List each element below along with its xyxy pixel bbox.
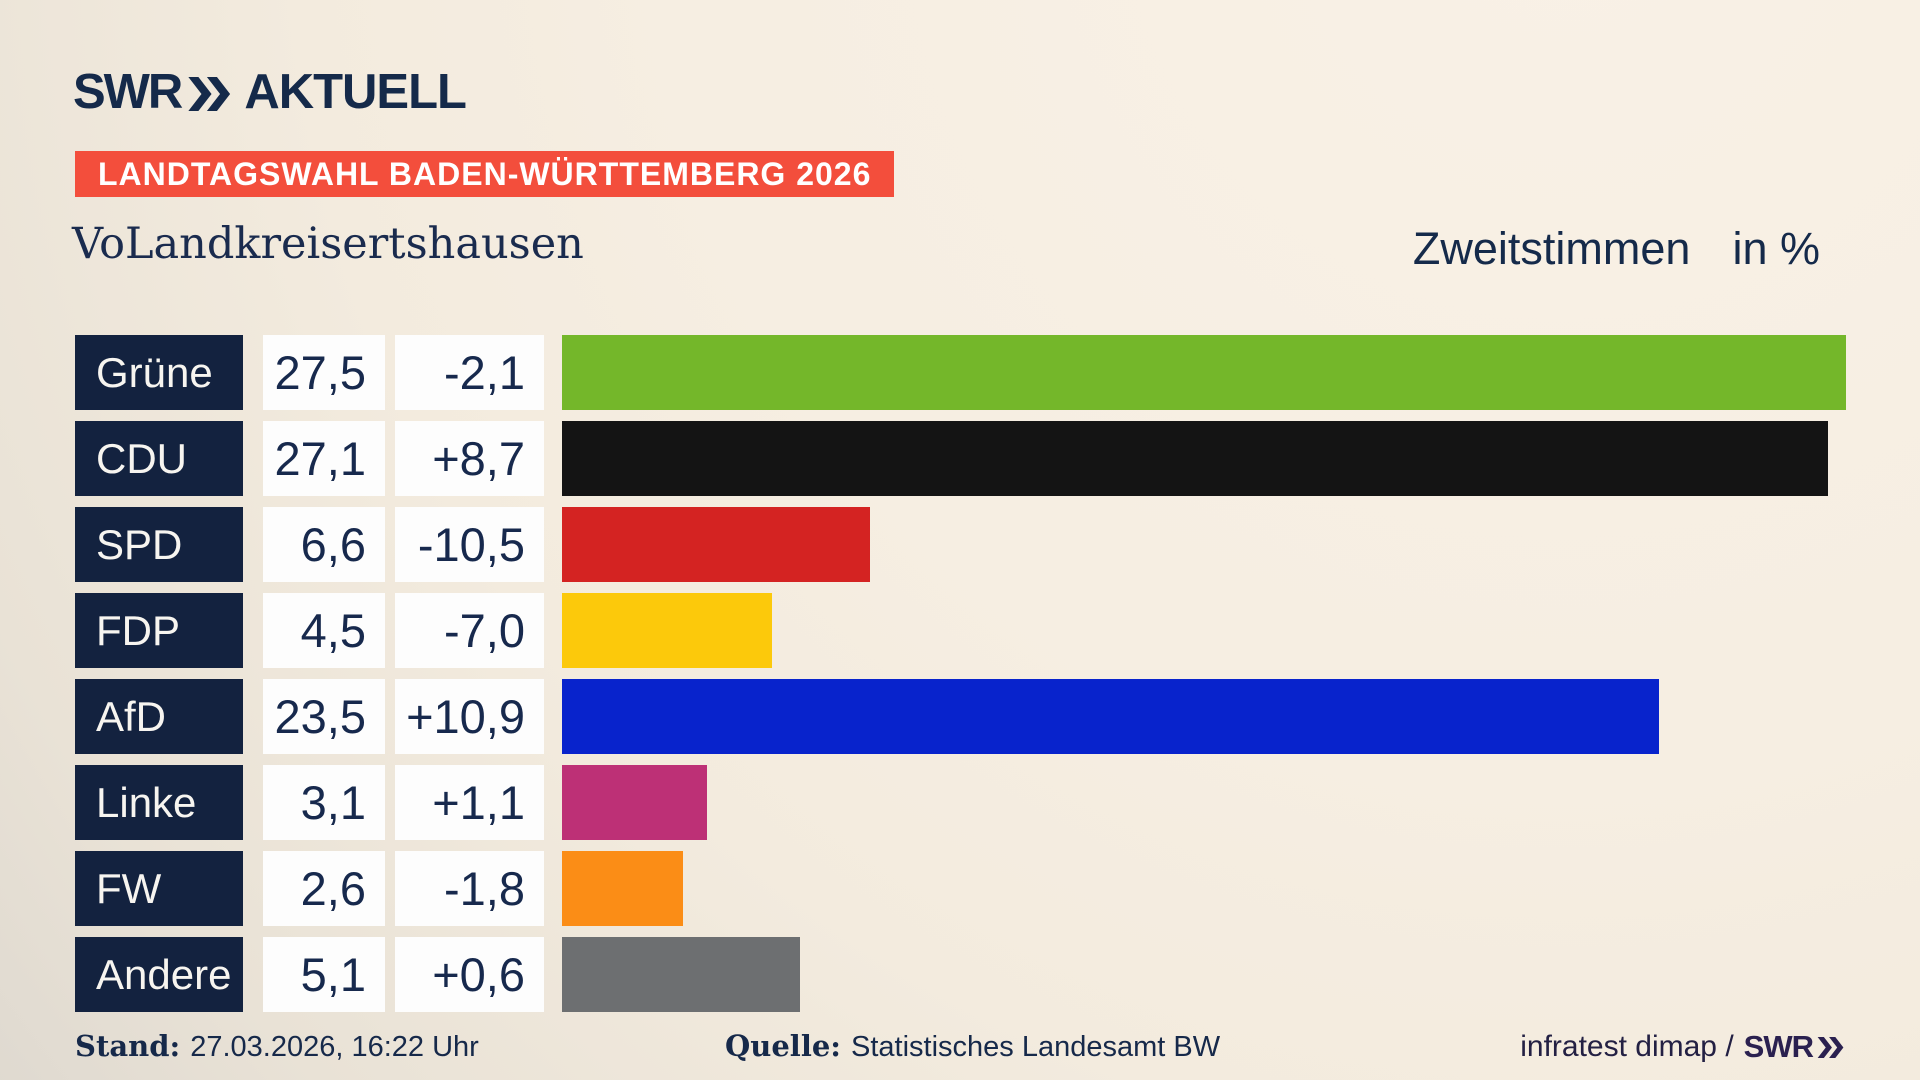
diff-cell: -2,1 — [395, 335, 544, 410]
diff-cell: -1,8 — [395, 851, 544, 926]
stand-info: Stand: 27.03.2026, 16:22 Uhr — [75, 1029, 479, 1064]
bar-track — [562, 421, 1865, 496]
party-label: CDU — [75, 421, 243, 496]
stand-label: Stand: — [75, 1029, 181, 1063]
swr-aktuell-logo: SWR AKTUELL — [73, 64, 467, 120]
diff-cell: -7,0 — [395, 593, 544, 668]
table-row: Grüne 27,5 -2,1 — [75, 335, 1865, 410]
value-cell: 6,6 — [263, 507, 385, 582]
diff-cell: +1,1 — [395, 765, 544, 840]
bar-track — [562, 851, 1865, 926]
result-bar — [562, 937, 801, 1012]
party-label: AfD — [75, 679, 243, 754]
bar-track — [562, 937, 1865, 1012]
table-row: Andere 5,1 +0,6 — [75, 937, 1865, 1012]
party-label: FDP — [75, 593, 243, 668]
credit-info: infratest dimap / SWR — [1520, 1029, 1845, 1065]
result-bar — [562, 765, 707, 840]
value-cell: 2,6 — [263, 851, 385, 926]
value-cell: 4,5 — [263, 593, 385, 668]
party-label: FW — [75, 851, 243, 926]
party-label: Andere — [75, 937, 243, 1012]
credit-text: infratest dimap / — [1520, 1030, 1734, 1063]
result-bar — [562, 851, 684, 926]
table-row: FDP 4,5 -7,0 — [75, 593, 1865, 668]
bar-track — [562, 765, 1865, 840]
result-bar — [562, 507, 871, 582]
party-label: Linke — [75, 765, 243, 840]
value-cell: 3,1 — [263, 765, 385, 840]
bar-track — [562, 335, 1865, 410]
stand-value: 27.03.2026, 16:22 Uhr — [190, 1031, 479, 1063]
party-label: SPD — [75, 507, 243, 582]
result-bar — [562, 679, 1660, 754]
diff-cell: -10,5 — [395, 507, 544, 582]
double-chevron-icon — [188, 76, 231, 111]
bar-track — [562, 507, 1865, 582]
bar-track — [562, 679, 1865, 754]
vote-type-label: Zweitstimmen — [1412, 223, 1691, 274]
table-row: SPD 6,6 -10,5 — [75, 507, 1865, 582]
result-bar — [562, 593, 773, 668]
value-cell: 5,1 — [263, 937, 385, 1012]
result-bar — [562, 335, 1847, 410]
table-row: FW 2,6 -1,8 — [75, 851, 1865, 926]
unit-label: in % — [1732, 223, 1820, 274]
quelle-label: Quelle: — [725, 1029, 841, 1063]
diff-cell: +8,7 — [395, 421, 544, 496]
quelle-value: Statistisches Landesamt BW — [851, 1031, 1221, 1063]
election-badge: LANDTAGSWAHL BADEN-WÜRTTEMBERG 2026 — [75, 151, 895, 197]
diff-cell: +10,9 — [395, 679, 544, 754]
credit-swr-wordmark: SWR — [1743, 1029, 1814, 1064]
vote-type-header: Zweitstimmen in % — [1413, 223, 1820, 275]
table-row: Linke 3,1 +1,1 — [75, 765, 1865, 840]
value-cell: 27,5 — [263, 335, 385, 410]
diff-cell: +0,6 — [395, 937, 544, 1012]
party-label: Grüne — [75, 335, 243, 410]
results-chart: Grüne 27,5 -2,1 CDU 27,1 +8,7 SPD 6,6 -10,5 FDP 4,… — [75, 335, 1865, 1023]
source-info: Quelle: Statistisches Landesamt BW — [725, 1029, 1220, 1064]
footer: Stand: 27.03.2026, 16:22 Uhr Quelle: Stati… — [0, 1029, 1920, 1069]
result-bar — [562, 421, 1828, 496]
bar-track — [562, 593, 1865, 668]
table-row: CDU 27,1 +8,7 — [75, 421, 1865, 496]
value-cell: 27,1 — [263, 421, 385, 496]
value-cell: 23,5 — [263, 679, 385, 754]
page-title: VoLandkreisertshausen — [72, 219, 584, 269]
aktuell-wordmark: AKTUELL — [244, 65, 467, 119]
swr-wordmark: SWR — [73, 65, 183, 119]
double-chevron-icon — [1817, 1036, 1844, 1058]
table-row: AfD 23,5 +10,9 — [75, 679, 1865, 754]
